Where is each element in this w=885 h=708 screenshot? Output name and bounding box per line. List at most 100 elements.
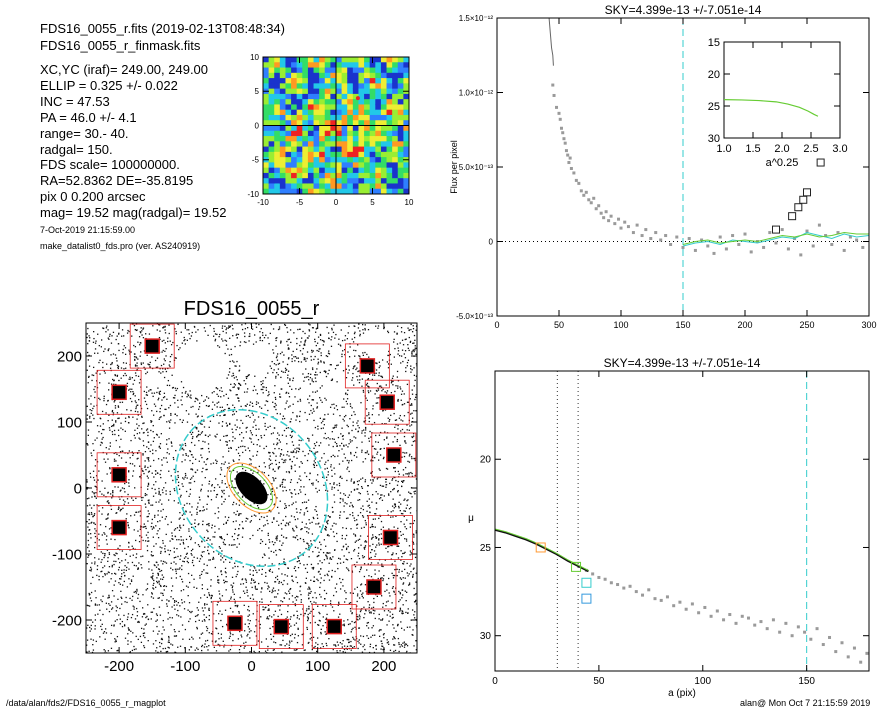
noise-pixel <box>137 411 139 413</box>
noise-pixel <box>249 416 251 419</box>
noise-pixel <box>264 650 267 652</box>
noise-pixel <box>339 445 341 447</box>
noise-pixel <box>319 593 321 596</box>
noise-pixel <box>183 478 185 480</box>
heatmap-cell <box>307 109 315 116</box>
noise-pixel <box>246 403 248 405</box>
heatmap-cell <box>347 72 354 79</box>
noise-pixel <box>402 474 405 476</box>
noise-pixel <box>152 325 154 327</box>
noise-pixel <box>147 515 149 518</box>
noise-pixel <box>267 585 269 587</box>
heatmap-cell <box>324 162 331 169</box>
heatmap-cell <box>279 99 286 105</box>
noise-pixel <box>90 582 92 585</box>
noise-pixel <box>403 499 405 501</box>
noise-pixel <box>408 429 410 431</box>
noise-pixel <box>118 332 120 334</box>
noise-pixel <box>391 479 393 481</box>
noise-pixel <box>93 388 95 391</box>
noise-pixel <box>313 646 315 649</box>
noise-pixel <box>219 610 221 612</box>
heatmap-cell <box>274 99 281 105</box>
noise-pixel <box>296 511 298 513</box>
noise-pixel <box>393 526 395 528</box>
heatmap-cell <box>358 72 365 79</box>
noise-pixel <box>196 607 198 609</box>
noise-pixel <box>408 475 410 477</box>
noise-pixel <box>412 541 414 544</box>
noise-pixel <box>221 503 223 505</box>
noise-pixel <box>173 488 175 490</box>
noise-pixel <box>318 541 321 543</box>
heatmap-cell <box>330 57 337 63</box>
noise-pixel <box>118 582 120 584</box>
noise-pixel <box>148 470 151 472</box>
noise-pixel <box>338 601 340 603</box>
noise-pixel <box>173 599 176 602</box>
noise-pixel <box>134 400 136 402</box>
noise-pixel <box>230 383 232 386</box>
noise-pixel <box>182 524 185 526</box>
noise-pixel <box>405 538 408 540</box>
noise-pixel <box>171 538 173 540</box>
noise-pixel <box>159 499 161 501</box>
noise-pixel <box>290 466 293 468</box>
noise-pixel <box>259 339 261 342</box>
noise-pixel <box>306 628 309 631</box>
noise-pixel <box>321 643 323 645</box>
noise-pixel <box>320 399 322 401</box>
noise-pixel <box>301 502 304 504</box>
noise-pixel <box>148 364 150 366</box>
noise-pixel <box>325 461 327 463</box>
noise-pixel <box>331 606 334 608</box>
noise-pixel <box>356 586 359 589</box>
noise-pixel <box>229 470 231 472</box>
noise-pixel <box>224 325 226 327</box>
noise-pixel <box>315 380 317 383</box>
noise-pixel <box>241 496 244 498</box>
noise-pixel <box>286 331 289 333</box>
noise-pixel <box>299 398 301 401</box>
heatmap-cell <box>285 130 292 137</box>
noise-pixel <box>183 601 186 603</box>
noise-pixel <box>90 522 92 524</box>
noise-pixel <box>192 559 194 562</box>
noise-pixel <box>218 593 221 595</box>
heatmap-cell <box>364 88 371 95</box>
noise-pixel <box>227 327 229 329</box>
noise-pixel <box>119 490 121 492</box>
noise-pixel <box>393 644 396 646</box>
noise-pixel <box>250 459 252 461</box>
noise-pixel <box>107 491 109 494</box>
noise-pixel <box>401 610 404 613</box>
noise-pixel <box>232 431 234 434</box>
noise-pixel <box>283 597 285 599</box>
noise-pixel <box>223 523 225 525</box>
noise-pixel <box>115 338 117 341</box>
noise-pixel <box>132 632 134 634</box>
heatmap-cell <box>392 125 399 132</box>
noise-pixel <box>402 594 404 596</box>
noise-pixel <box>95 497 97 499</box>
noise-pixel <box>249 573 251 576</box>
noise-pixel <box>206 529 208 531</box>
noise-pixel <box>312 608 315 611</box>
noise-pixel <box>402 533 404 536</box>
noise-pixel <box>350 645 353 647</box>
heatmap-cell <box>268 120 275 126</box>
noise-pixel <box>328 337 330 339</box>
heatmap-cell <box>302 120 309 126</box>
noise-pixel <box>163 585 166 587</box>
heatmap-cell <box>324 120 331 126</box>
noise-pixel <box>378 630 380 632</box>
noise-pixel <box>247 374 250 377</box>
noise-pixel <box>136 607 138 610</box>
noise-pixel <box>343 623 345 625</box>
noise-pixel <box>158 436 160 438</box>
noise-pixel <box>261 601 263 603</box>
noise-pixel <box>258 465 260 468</box>
noise-pixel <box>308 329 310 331</box>
noise-pixel <box>273 427 276 429</box>
noise-pixel <box>245 427 247 429</box>
